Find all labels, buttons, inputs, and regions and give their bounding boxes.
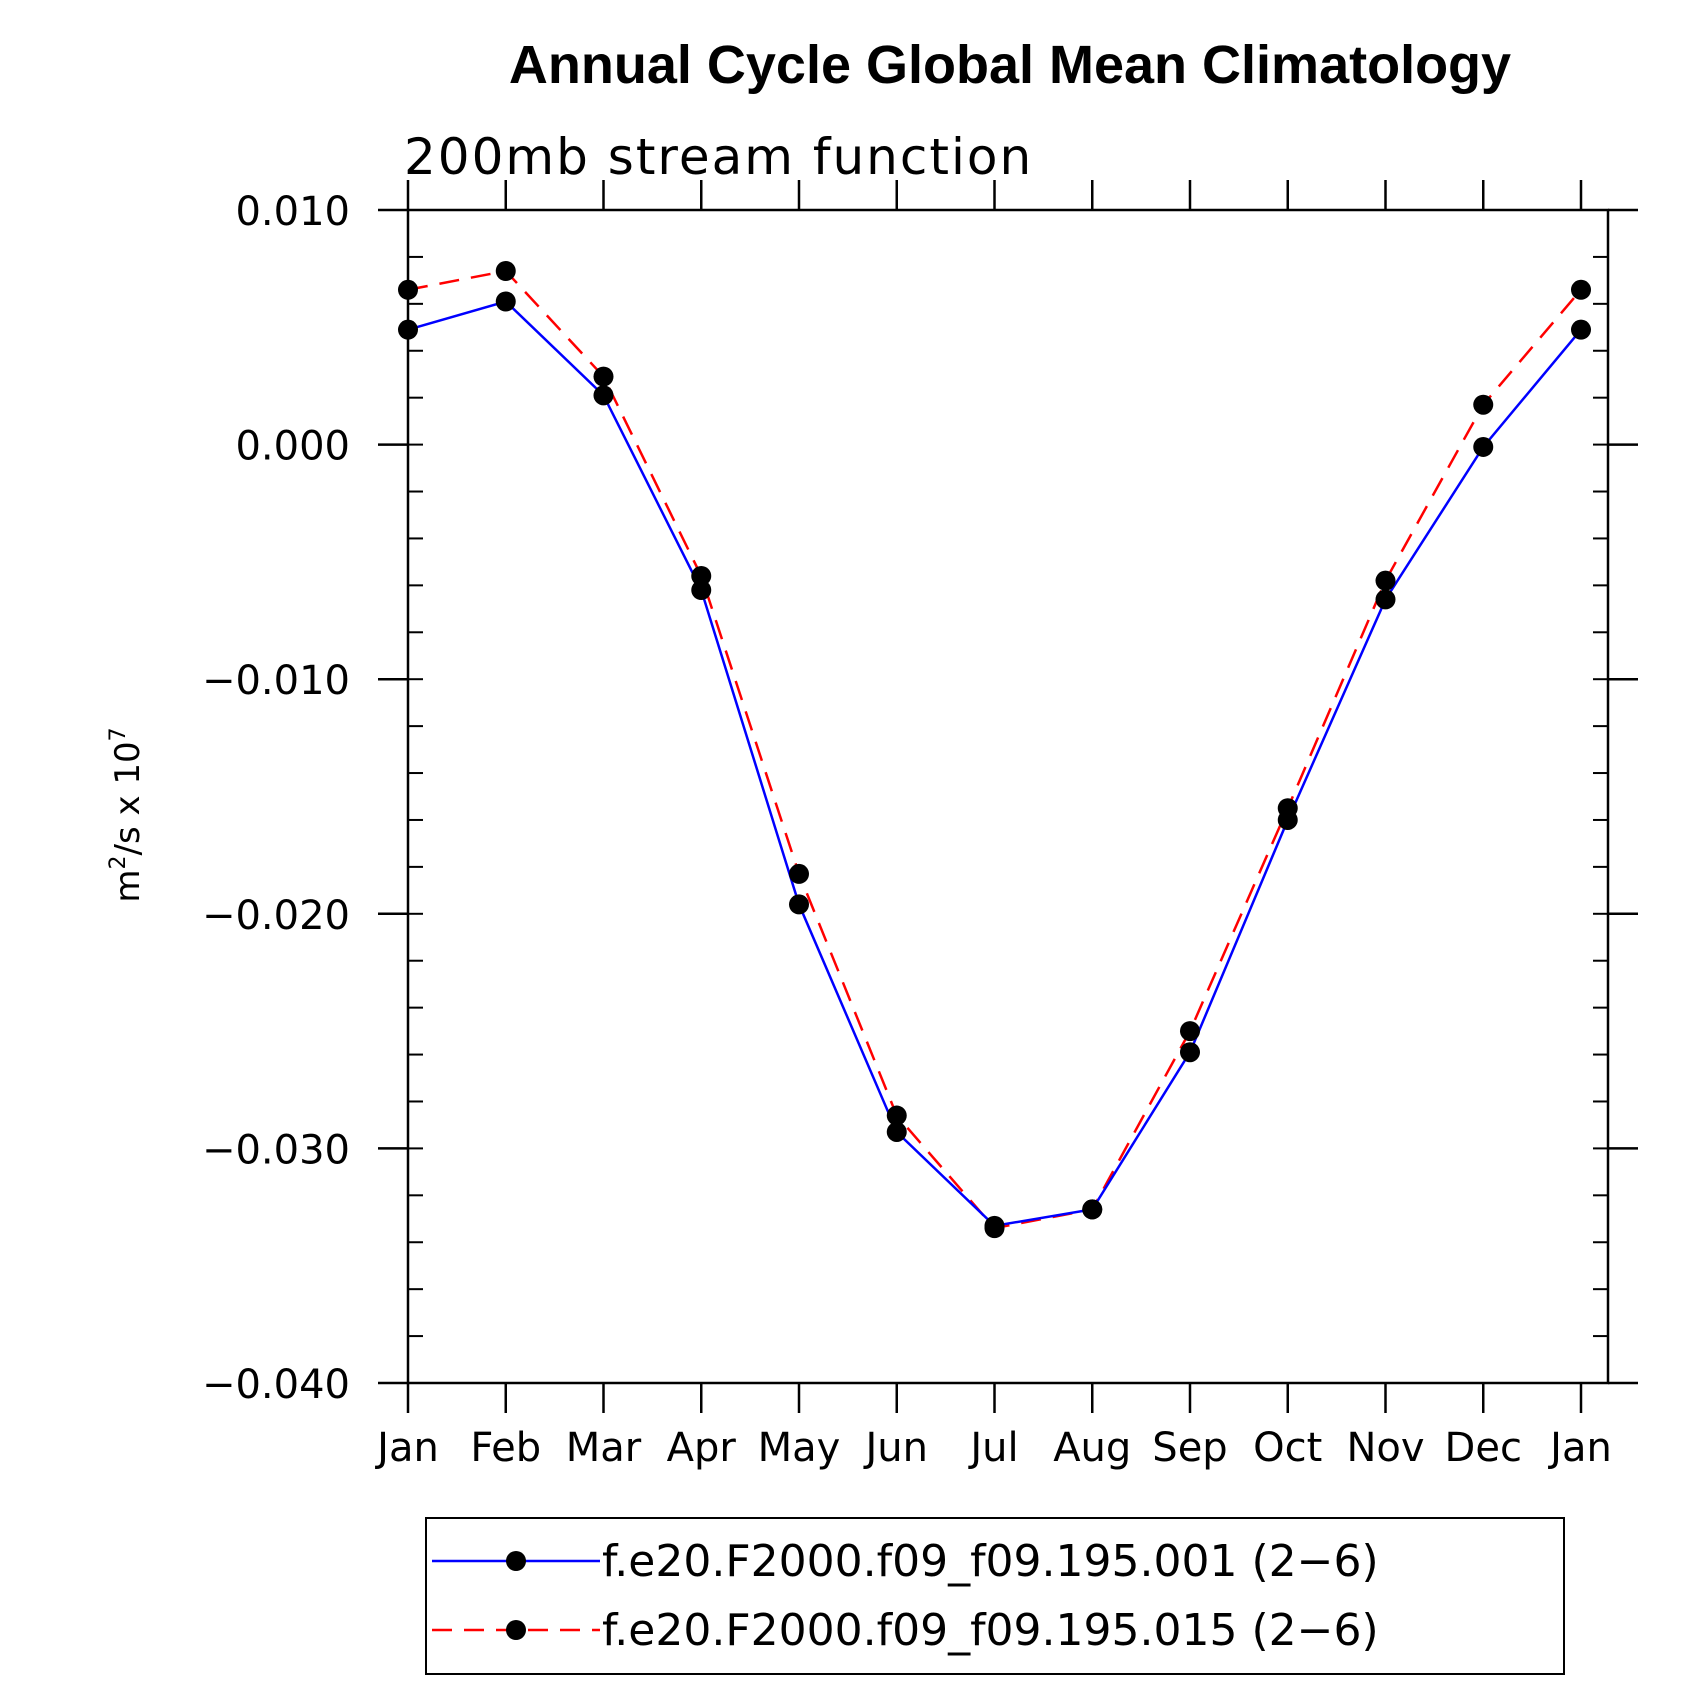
x-tick-label: May — [758, 1425, 841, 1471]
series-2-point — [1375, 570, 1396, 591]
series-2-point — [1180, 1021, 1200, 1042]
axes-layer: 0.010 0.000 −0.010 −0.020 −0.030 −0.040 Jan Feb… — [202, 180, 1638, 1471]
series-2-point — [789, 863, 809, 884]
chart-subtitle: 200mb stream function — [404, 128, 1033, 186]
x-tick-label: Feb — [470, 1425, 541, 1471]
y-axis-label-base: m — [108, 870, 148, 903]
y-tick-label: −0.030 — [202, 1127, 350, 1173]
legend-marker-1 — [506, 1551, 526, 1571]
series-1-point — [691, 580, 712, 601]
x-tick-label: Nov — [1346, 1425, 1424, 1471]
y-tick-label: −0.040 — [202, 1362, 350, 1408]
legend-marker-2 — [506, 1620, 526, 1640]
series-2-point — [886, 1105, 907, 1126]
series-layer — [398, 260, 1591, 1239]
y-tick-label: −0.010 — [202, 658, 350, 704]
series-1-point — [886, 1121, 907, 1142]
chart-title: Annual Cycle Global Mean Climatology — [509, 35, 1511, 95]
series-1-point — [1571, 319, 1591, 340]
series-2-point — [984, 1218, 1005, 1239]
plot-frame — [406, 208, 1610, 1385]
series-2-point — [1082, 1199, 1103, 1220]
series-2-point — [1277, 798, 1298, 819]
series-1-point — [593, 385, 614, 406]
x-tick-label: Jul — [967, 1425, 1018, 1471]
y-axis-label: m2/s x 107 — [106, 727, 148, 902]
series-1-point — [789, 894, 809, 915]
x-tick-label: Jan — [1547, 1425, 1612, 1471]
y-tick-label: −0.020 — [202, 893, 350, 939]
x-tick-label: Jan — [374, 1425, 439, 1471]
y-tick-label: 0.010 — [235, 189, 350, 235]
series-2-point — [495, 260, 516, 281]
y-axis-label-exp1: 2 — [106, 856, 131, 870]
series-2-point — [1571, 279, 1591, 300]
x-tick-label: Jun — [863, 1425, 929, 1471]
y-tick-label: 0.000 — [235, 424, 350, 470]
legend-label-2: f.e20.F2000.f09_f09.195.015 (2−6) — [602, 1605, 1379, 1656]
legend-box — [425, 1517, 1565, 1675]
series-2-point — [1473, 394, 1494, 415]
y-axis-label-mid: /s x 10 — [108, 741, 148, 855]
x-tick-label: Dec — [1445, 1425, 1522, 1471]
series-line-1 — [407, 300, 1582, 1228]
series-1-point — [1473, 436, 1494, 457]
legend-label-1: f.e20.F2000.f09_f09.195.001 (2−6) — [602, 1536, 1379, 1587]
series-line-2 — [407, 269, 1582, 1230]
series-1-point — [1180, 1042, 1200, 1063]
series-1-point — [1375, 589, 1396, 610]
x-tick-label: Aug — [1053, 1425, 1131, 1471]
series-2-point — [691, 565, 712, 586]
x-tick-label: Mar — [566, 1425, 642, 1471]
series-2-point — [593, 366, 614, 387]
x-tick-label: Oct — [1253, 1425, 1322, 1471]
x-tick-label: Sep — [1152, 1425, 1227, 1471]
series-1-point — [495, 291, 516, 312]
y-axis-label-exp2: 7 — [106, 727, 131, 741]
x-tick-label: Apr — [667, 1425, 737, 1471]
legend: f.e20.F2000.f09_f09.195.001 (2−6) f.e20.… — [425, 1517, 1565, 1675]
